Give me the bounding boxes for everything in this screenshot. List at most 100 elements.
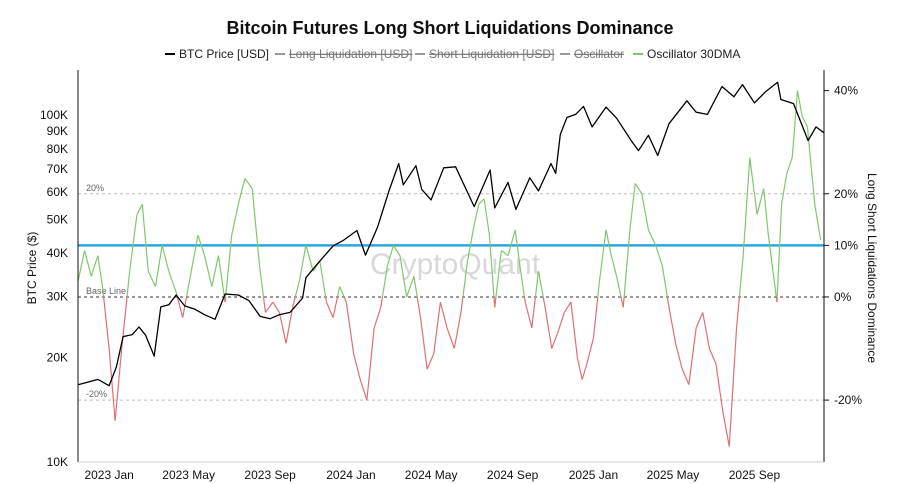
oscillator-segment (563, 301, 572, 313)
oscillator-segment (176, 296, 184, 318)
oscillator-segment (103, 296, 110, 349)
right-tick-label: 10% (834, 238, 858, 252)
axes (77, 70, 825, 463)
oscillator-segment (715, 363, 724, 411)
oscillator-segment (616, 276, 622, 298)
oscillator-segment (392, 245, 401, 257)
x-axis-ticks: 2023 Jan 2023 May 2023 Sep 2024 Jan 2024 May… (84, 468, 780, 482)
oscillator-segment (251, 188, 261, 267)
oscillator-segment (488, 235, 495, 297)
oscillator-segment (203, 255, 213, 287)
left-tick-label: 80K (47, 142, 68, 156)
oscillator-segment (185, 271, 192, 298)
left-tick-label: 10K (47, 455, 68, 469)
legend-item: Oscillator (574, 47, 624, 61)
oscillator-segment (735, 296, 740, 328)
oscillator-segment (629, 183, 636, 230)
oscillator-segment (763, 188, 769, 236)
oscillator-segment (262, 296, 267, 313)
oscillator-segment (466, 224, 475, 261)
oscillator-segment (647, 229, 657, 246)
left-axis-ticks: 10K 20K 30K 40K 50K 60K 70K 80K 90K 100K (40, 108, 68, 469)
oscillator-segment (319, 260, 327, 298)
oscillator-segment (154, 245, 163, 287)
oscillator-segment (373, 307, 382, 329)
oscillator-segment (182, 296, 188, 318)
oscillator-segment (224, 234, 233, 298)
reference-lines: 20% Base Line -20% (78, 183, 824, 401)
oscillator-segment (581, 363, 588, 380)
reference-line-label: Base Line (86, 286, 126, 296)
oscillator-segment (661, 265, 668, 298)
oscillator-segment (332, 296, 339, 318)
oscillator-segment (483, 198, 491, 236)
oscillator-segment (494, 296, 497, 308)
oscillator-segment (386, 245, 394, 267)
oscillator-segment (570, 302, 579, 359)
oscillator-segment (345, 302, 355, 354)
oscillator-segment (141, 204, 149, 272)
oscillator-segment (524, 301, 533, 329)
x-tick-label: 2023 Jan (84, 468, 133, 482)
left-tick-label: 70K (47, 162, 68, 176)
oscillator-segment (781, 173, 788, 205)
oscillator-segment (702, 312, 710, 349)
oscillator-segment (305, 245, 314, 272)
oscillator-segment (298, 245, 307, 282)
x-tick-label: 2024 May (405, 468, 458, 482)
oscillator-segment (84, 250, 92, 277)
oscillator-segment (237, 178, 246, 205)
oscillator-segment (359, 379, 368, 401)
oscillator-segment (97, 255, 104, 287)
oscillator-segment (244, 177, 253, 189)
oscillator-segment (161, 245, 170, 272)
oscillator-30dma-series (77, 90, 822, 447)
oscillator-segment (767, 234, 775, 282)
x-tick-label: 2024 Jan (326, 468, 375, 482)
oscillator-segment (231, 203, 239, 236)
oscillator-segment (462, 260, 469, 298)
oscillator-segment (190, 234, 199, 272)
oscillator-segment (806, 126, 816, 205)
oscillator-segment (655, 245, 663, 267)
oscillator-segment (419, 317, 428, 370)
oscillator-segment (101, 286, 105, 298)
oscillator-segment (605, 229, 612, 256)
oscillator-segment (108, 348, 116, 421)
oscillator-segment (610, 255, 618, 277)
reference-line-label: 20% (86, 183, 104, 193)
legend-item: BTC Price [USD] (179, 47, 269, 61)
oscillator-segment (551, 332, 559, 349)
right-axis-title: Long Short Liquidations Dominance (865, 173, 879, 363)
oscillator-segment (728, 327, 738, 447)
oscillator-segment (749, 157, 758, 215)
oscillator-segment (592, 296, 599, 339)
left-tick-label: 20K (47, 351, 68, 365)
oscillator-segment (278, 312, 287, 344)
legend-item: Long Liquidation [USD] (289, 47, 412, 61)
legend: BTC Price [USD] Long Liquidation [USD] Sho… (165, 47, 740, 61)
oscillator-segment (668, 307, 677, 344)
oscillator-segment (722, 410, 730, 447)
oscillator-segment (708, 348, 717, 365)
btc-price-series (77, 81, 825, 387)
oscillator-segment (542, 296, 546, 308)
oscillator-segment (217, 255, 225, 298)
x-tick-label: 2023 Sep (244, 468, 296, 482)
oscillator-segment (641, 193, 650, 231)
right-axis-ticks: 40% 20% 10% 0% -20% (824, 84, 862, 407)
oscillator-segment (537, 271, 544, 298)
oscillator-segment (399, 255, 408, 298)
oscillator-segment (544, 307, 553, 349)
left-tick-label: 30K (47, 290, 68, 304)
oscillator-segment (426, 353, 435, 370)
watermark: CryptoQuant (370, 248, 541, 281)
oscillator-segment (285, 307, 294, 344)
oscillator-segment (265, 301, 274, 313)
oscillator-segment (586, 338, 595, 365)
oscillator-segment (776, 204, 783, 297)
oscillator-segment (514, 229, 521, 267)
oscillator-segment (738, 255, 744, 298)
btc-price-line (77, 81, 825, 387)
